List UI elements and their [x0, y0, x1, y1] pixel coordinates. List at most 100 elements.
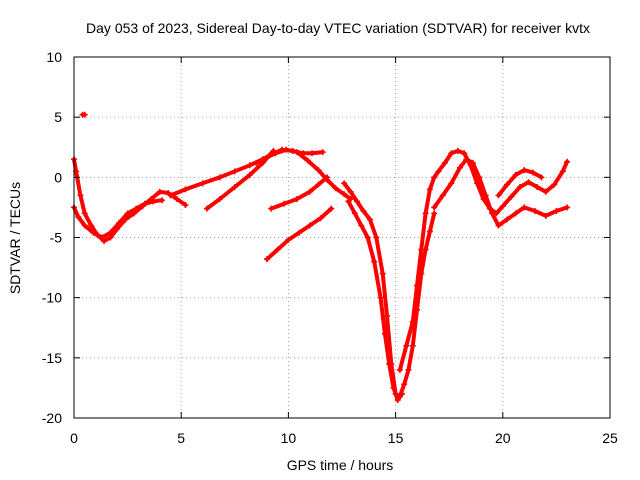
data-point	[360, 208, 367, 215]
data-point	[182, 202, 189, 209]
data-point	[296, 229, 303, 236]
data-point	[293, 195, 300, 202]
data-point	[199, 180, 206, 187]
data-point	[525, 179, 532, 186]
data-point	[542, 212, 549, 219]
data-point	[390, 384, 397, 391]
data-point	[399, 390, 406, 397]
data-point	[371, 258, 378, 265]
data-point	[366, 216, 373, 223]
data-point	[216, 195, 223, 202]
data-point	[384, 312, 391, 319]
data-point	[364, 234, 371, 241]
data-point	[289, 147, 296, 154]
data-point	[463, 156, 470, 163]
data-point	[358, 222, 365, 229]
data-point	[512, 171, 519, 178]
x-tick-label: 15	[388, 430, 404, 446]
data-point	[564, 158, 571, 165]
chart-title: Day 053 of 2023, Sidereal Day-to-day VTE…	[86, 20, 590, 36]
data-point	[77, 192, 84, 199]
data-point	[285, 236, 292, 243]
data-point	[559, 168, 566, 175]
y-tick-label: -10	[42, 290, 62, 306]
data-point	[441, 159, 448, 166]
data-point	[495, 222, 502, 229]
y-tick-label: 0	[54, 169, 62, 185]
data-point	[315, 167, 322, 174]
data-point	[317, 215, 324, 222]
series-track-8	[269, 175, 329, 211]
data-point	[551, 181, 558, 188]
data-point	[499, 203, 506, 210]
x-axis-label: GPS time / hours	[287, 457, 394, 473]
data-point	[482, 192, 489, 199]
grid-lines	[74, 57, 610, 418]
data-point	[431, 210, 438, 217]
data-point	[396, 366, 403, 373]
data-point	[381, 330, 388, 337]
data-point	[564, 204, 571, 211]
data-point	[531, 208, 538, 215]
data-point	[300, 150, 307, 157]
data-point	[405, 366, 412, 373]
data-point	[158, 197, 165, 204]
data-point	[431, 174, 438, 181]
data-point	[203, 205, 210, 212]
data-point	[304, 157, 311, 164]
data-point	[373, 234, 380, 241]
data-point	[401, 381, 408, 388]
data-point	[476, 174, 483, 181]
axis-ticks: 0 5 10 15 20 25 -20 -15 -10 -5 0 5 10	[42, 49, 618, 446]
y-tick-label: 5	[54, 109, 62, 125]
data-point	[328, 205, 335, 212]
data-point	[534, 183, 541, 190]
data-point	[124, 210, 131, 217]
data-point	[306, 222, 313, 229]
data-point	[323, 174, 330, 181]
data-point	[542, 188, 549, 195]
y-tick-label: -20	[42, 410, 62, 426]
data-point	[268, 205, 275, 212]
data-series	[71, 111, 571, 403]
data-point	[461, 150, 468, 157]
data-point	[351, 210, 358, 217]
y-tick-label: -15	[42, 350, 62, 366]
data-point	[538, 174, 545, 181]
data-point	[508, 193, 515, 200]
data-point	[81, 210, 88, 217]
x-tick-label: 20	[495, 430, 511, 446]
data-point	[426, 186, 433, 193]
data-point	[521, 204, 528, 211]
data-point	[150, 198, 157, 205]
series-track-5	[204, 148, 276, 211]
data-point	[306, 188, 313, 195]
data-point	[116, 220, 123, 227]
data-point	[379, 270, 386, 277]
data-point	[107, 229, 114, 236]
data-point	[341, 180, 348, 187]
data-point	[319, 149, 326, 156]
data-point	[88, 222, 95, 229]
data-point	[448, 150, 455, 157]
data-point	[553, 208, 560, 215]
x-tick-label: 10	[281, 430, 297, 446]
data-point	[274, 246, 281, 253]
data-point	[435, 168, 442, 175]
x-tick-label: 0	[70, 430, 78, 446]
data-point	[332, 185, 339, 192]
x-tick-label: 25	[602, 430, 618, 446]
data-point	[81, 111, 88, 118]
series-track-4	[168, 147, 353, 201]
x-tick-label: 5	[177, 430, 185, 446]
data-point	[141, 200, 148, 207]
data-point	[469, 159, 476, 166]
data-point	[403, 342, 410, 349]
data-point	[263, 256, 270, 263]
data-point	[495, 192, 502, 199]
data-point	[426, 228, 433, 235]
data-point	[394, 396, 401, 403]
data-point	[474, 180, 481, 187]
data-point	[454, 147, 461, 154]
